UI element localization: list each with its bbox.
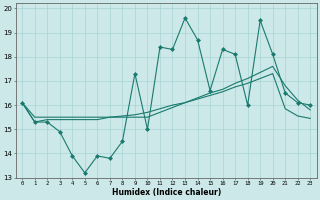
X-axis label: Humidex (Indice chaleur): Humidex (Indice chaleur) — [112, 188, 221, 197]
